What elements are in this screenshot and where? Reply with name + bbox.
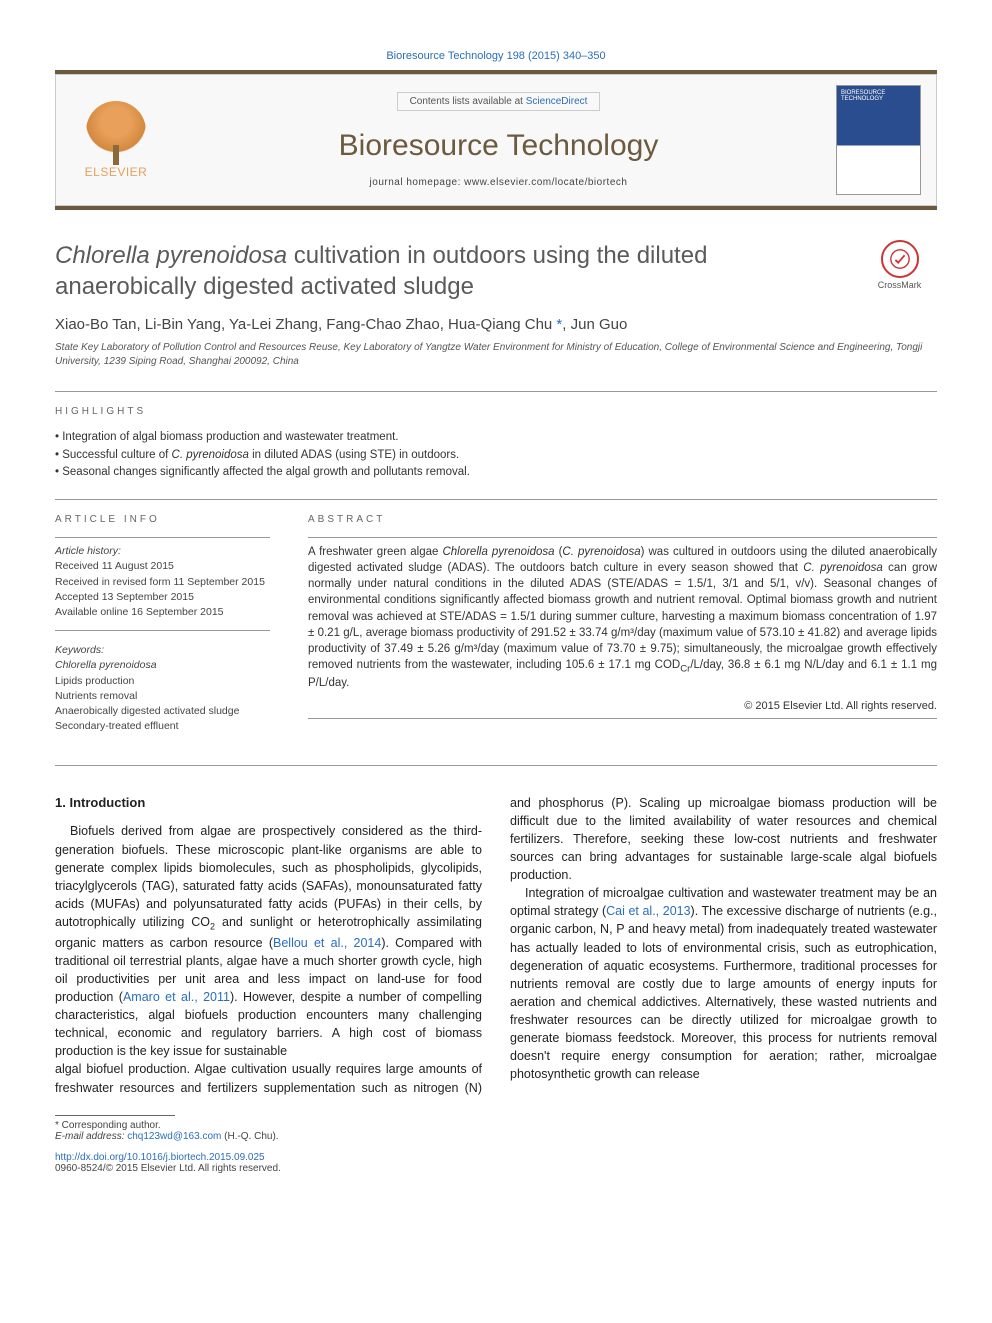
history-line: Received 11 August 2015 [55,560,174,572]
contents-prefix: Contents lists available at [410,96,526,107]
article-info-heading: ARTICLE INFO [55,514,270,525]
crossmark-widget[interactable]: CrossMark [862,240,937,290]
divider [55,537,270,538]
crossmark-label: CrossMark [862,280,937,290]
citation-link[interactable]: Cai et al., 2013 [606,904,690,918]
body-columns: 1. Introduction Biofuels derived from al… [55,794,937,1097]
keyword: Secondary-treated effluent [55,719,270,734]
publisher-logo[interactable]: ELSEVIER [71,101,161,179]
authors: Xiao-Bo Tan, Li-Bin Yang, Ya-Lei Zhang, … [55,316,937,333]
corresponding-author-note: * Corresponding author. [55,1120,937,1131]
bottom-rule [55,206,937,210]
history-line: Available online 16 September 2015 [55,606,224,618]
elsevier-tree-icon [86,101,146,161]
divider [308,537,937,538]
history-label: Article history: [55,545,121,557]
citation-link[interactable]: Amaro et al., 2011 [123,990,230,1004]
divider [308,718,937,719]
issn-line: 0960-8524/© 2015 Elsevier Ltd. All right… [55,1163,937,1174]
journal-name: Bioresource Technology [161,129,836,163]
highlights-section: HIGHLIGHTS Integration of algal biomass … [55,406,937,481]
article-info-block: Article history: Received 11 August 2015… [55,544,270,734]
header-citation: Bioresource Technology 198 (2015) 340–35… [55,50,937,62]
highlight-item: Seasonal changes significantly affected … [55,464,937,481]
journal-homepage: journal homepage: www.elsevier.com/locat… [161,177,836,188]
footer-block: * Corresponding author. E-mail address: … [55,1115,937,1174]
abstract-text: A freshwater green algae Chlorella pyren… [308,544,937,691]
email-label: E-mail address: [55,1131,124,1142]
keyword: Anaerobically digested activated sludge [55,704,270,719]
journal-cover-thumb: BIORESOURCE TECHNOLOGY [836,85,921,195]
divider [55,765,937,766]
publisher-name: ELSEVIER [71,165,161,179]
history-line: Accepted 13 September 2015 [55,591,194,603]
sciencedirect-link[interactable]: ScienceDirect [526,96,588,107]
article-title: Chlorella pyrenoidosa cultivation in out… [55,240,842,302]
email-who: (H.-Q. Chu). [221,1131,278,1142]
highlights-heading: HIGHLIGHTS [55,406,937,417]
divider [55,499,937,500]
divider [55,630,270,631]
history-line: Received in revised form 11 September 20… [55,576,265,588]
citation-link[interactable]: Bellou et al., 2014 [273,936,381,950]
doi-link[interactable]: http://dx.doi.org/10.1016/j.biortech.201… [55,1152,265,1163]
keyword: Nutrients removal [55,689,270,704]
keywords-label: Keywords: [55,643,270,658]
section-heading: 1. Introduction [55,794,482,813]
divider [55,391,937,392]
abstract-heading: ABSTRACT [308,514,937,525]
affiliation: State Key Laboratory of Pollution Contro… [55,341,937,369]
highlight-item: Successful culture of C. pyrenoidosa in … [55,447,937,464]
title-italic: Chlorella pyrenoidosa [55,242,287,269]
body-para-1: Biofuels derived from algae are prospect… [55,822,482,1060]
crossmark-icon [881,240,919,278]
keyword: Lipids production [55,674,270,689]
email-link[interactable]: chq123wd@163.com [127,1131,221,1142]
keyword: Chlorella pyrenoidosa [55,658,270,673]
masthead: ELSEVIER Contents lists available at Sci… [55,74,937,206]
contents-line: Contents lists available at ScienceDirec… [397,92,601,111]
homepage-url[interactable]: www.elsevier.com/locate/biortech [464,177,627,188]
highlight-item: Integration of algal biomass production … [55,429,937,446]
body-para-3: Integration of microalgae cultivation an… [510,884,937,1083]
footnote-rule [55,1115,175,1116]
abstract-copyright: © 2015 Elsevier Ltd. All rights reserved… [308,700,937,712]
